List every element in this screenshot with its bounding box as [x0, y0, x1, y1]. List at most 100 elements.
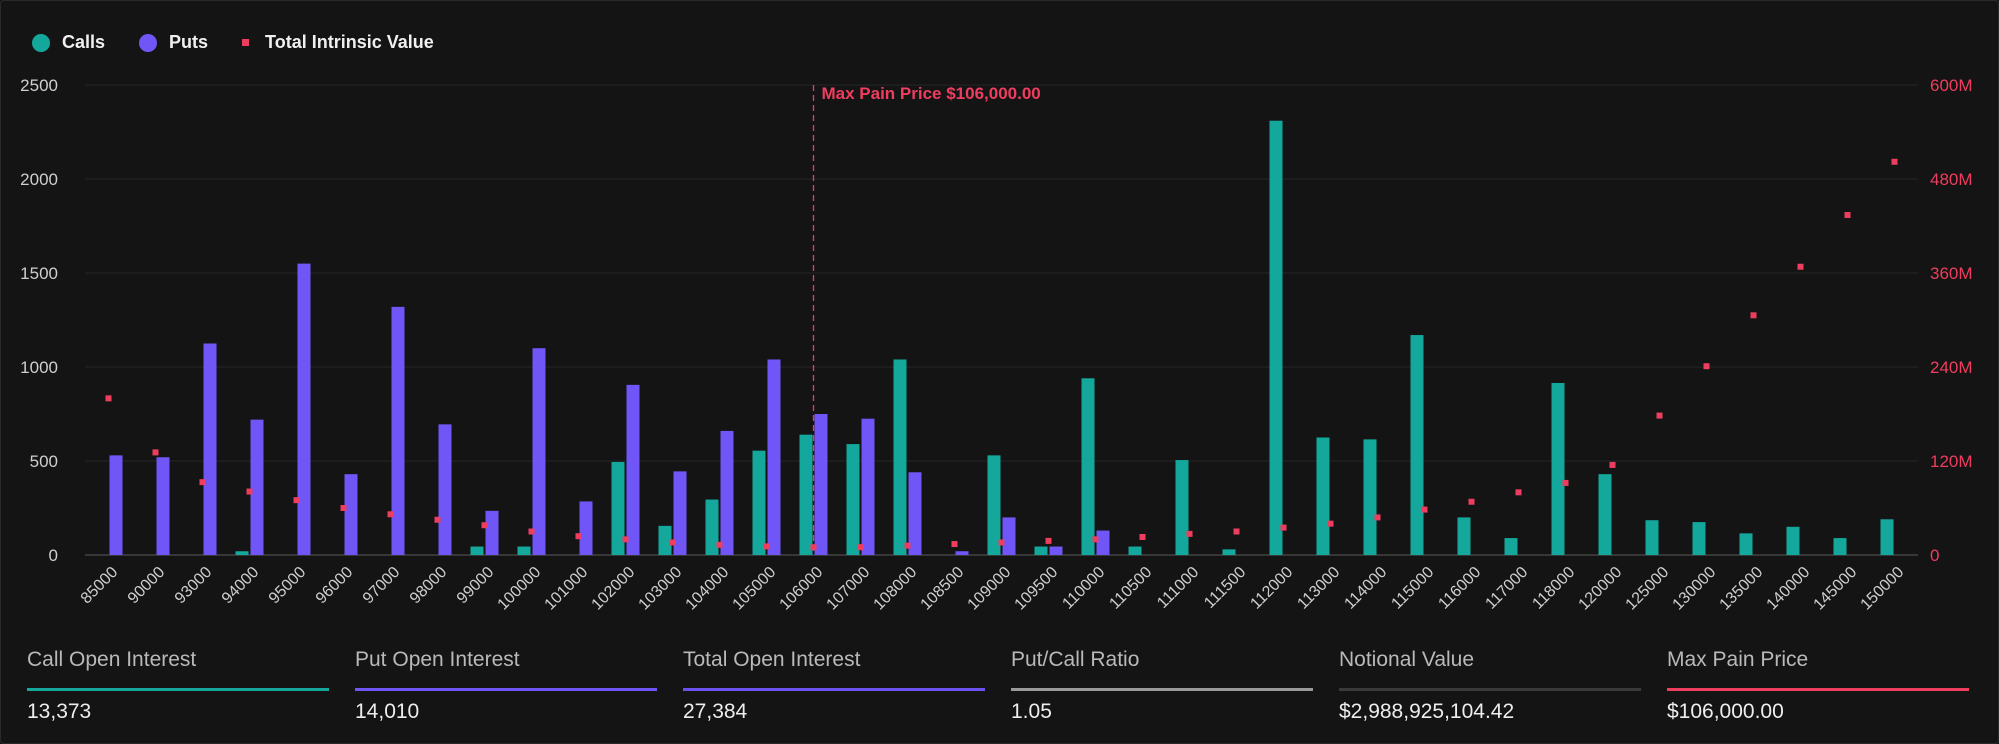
x-tick-label: 104000 — [683, 564, 733, 614]
stat-label: Notional Value — [1339, 648, 1475, 671]
intrinsic-point-101000 — [575, 533, 582, 540]
x-tick-label: 145000 — [1811, 564, 1861, 614]
intrinsic-point-100000 — [528, 528, 535, 535]
x-tick-label: 117000 — [1482, 564, 1531, 613]
x-tick-label: 105000 — [730, 564, 780, 614]
bar-puts-107000 — [861, 418, 875, 555]
bar-calls-113000 — [1316, 437, 1330, 555]
intrinsic-swatch-icon — [242, 39, 250, 46]
intrinsic-point-125000 — [1656, 412, 1663, 419]
intrinsic-point-111500 — [1233, 528, 1240, 535]
x-tick-label: 140000 — [1764, 564, 1814, 614]
stat-label: Total Open Interest — [683, 648, 861, 671]
intrinsic-point-85000 — [105, 395, 112, 402]
intrinsic-point-114000 — [1374, 514, 1381, 521]
bar-calls-100000 — [517, 546, 531, 555]
stat-label: Put Open Interest — [355, 648, 520, 671]
bar-puts-110000 — [1096, 530, 1110, 555]
stat-card: Notional Value $2,988,925,104.42 — [1339, 648, 1641, 723]
legend-label-intrinsic: Total Intrinsic Value — [265, 32, 434, 52]
intrinsic-point-140000 — [1797, 263, 1804, 270]
intrinsic-point-145000 — [1844, 212, 1851, 219]
stat-card: Max Pain Price $106,000.00 — [1667, 648, 1969, 723]
x-tick-label: 150000 — [1858, 564, 1908, 614]
intrinsic-point-90000 — [152, 449, 159, 456]
bar-puts-103000 — [673, 471, 687, 555]
stat-value: 14,010 — [355, 700, 420, 723]
x-tick-label: 130000 — [1670, 564, 1720, 614]
bar-calls-140000 — [1786, 526, 1800, 555]
bar-puts-109500 — [1049, 546, 1063, 555]
bar-puts-109000 — [1002, 517, 1016, 555]
legend-item-calls[interactable]: Calls — [32, 32, 105, 53]
x-tick-label: 107000 — [824, 564, 874, 614]
bar-calls-99000 — [470, 546, 484, 555]
bar-puts-99000 — [485, 510, 499, 555]
y-left-tick-label: 0 — [49, 546, 58, 565]
x-tick-label: 109500 — [1012, 564, 1062, 614]
bar-calls-103000 — [658, 525, 672, 555]
legend-label-puts: Puts — [169, 32, 209, 52]
legend-item-intrinsic[interactable]: Total Intrinsic Value — [242, 32, 434, 53]
intrinsic-point-99000 — [481, 522, 488, 529]
x-tick-label: 100000 — [495, 564, 545, 614]
intrinsic-point-108000 — [904, 542, 911, 549]
intrinsic-point-107000 — [857, 544, 864, 551]
y-right-tick-label: 480M — [1930, 170, 1973, 189]
bar-calls-150000 — [1880, 519, 1894, 555]
intrinsic-point-110500 — [1139, 533, 1146, 540]
puts-swatch-icon — [139, 33, 158, 52]
x-tick-label: 108500 — [918, 564, 968, 614]
bar-puts-93000 — [203, 343, 217, 555]
bar-puts-108000 — [908, 472, 922, 555]
bar-puts-96000 — [344, 474, 358, 555]
chart-legend: Calls Puts Total Intrinsic Value — [32, 32, 468, 53]
stat-underline — [1011, 688, 1313, 691]
stat-card: Put/Call Ratio 1.05 — [1011, 648, 1313, 723]
intrinsic-point-110000 — [1092, 536, 1099, 543]
bar-puts-97000 — [391, 306, 405, 555]
stat-value: $2,988,925,104.42 — [1339, 700, 1515, 723]
stat-underline — [1667, 688, 1969, 691]
stat-underline — [683, 688, 985, 691]
calls-swatch-icon — [32, 33, 50, 52]
intrinsic-point-113000 — [1327, 520, 1334, 527]
intrinsic-point-105000 — [763, 543, 770, 550]
intrinsic-point-108500 — [951, 541, 958, 548]
x-tick-label: 108000 — [871, 564, 921, 614]
x-tick-label: 103000 — [636, 564, 686, 614]
stat-label: Put/Call Ratio — [1011, 648, 1140, 671]
bar-puts-95000 — [297, 263, 311, 555]
intrinsic-point-117000 — [1515, 489, 1522, 496]
x-tick-label: 125000 — [1623, 564, 1673, 614]
y-right-tick-label: 360M — [1930, 264, 1973, 283]
stat-value: 27,384 — [683, 700, 748, 723]
bar-calls-107000 — [846, 444, 860, 555]
bar-puts-85000 — [109, 455, 123, 555]
stat-card: Put Open Interest 14,010 — [355, 648, 657, 723]
y-right-tick-label: 120M — [1930, 452, 1973, 471]
x-tick-label: 101000 — [542, 564, 592, 614]
x-tick-label: 94000 — [219, 564, 263, 608]
y-right-tick-label: 240M — [1930, 358, 1973, 377]
intrinsic-point-97000 — [387, 511, 394, 518]
intrinsic-point-98000 — [434, 516, 441, 523]
y-right-tick-label: 0 — [1930, 546, 1939, 565]
bar-calls-110000 — [1081, 378, 1095, 555]
x-tick-label: 110500 — [1106, 564, 1155, 613]
y-left-tick-label: 2000 — [20, 170, 58, 189]
x-tick-label: 115000 — [1388, 564, 1437, 613]
y-left-tick-label: 1500 — [20, 264, 58, 283]
x-tick-label: 99000 — [454, 564, 498, 608]
legend-item-puts[interactable]: Puts — [139, 32, 208, 53]
bar-calls-108000 — [893, 359, 907, 555]
x-tick-label: 85000 — [78, 564, 122, 608]
x-tick-label: 106000 — [777, 564, 827, 614]
x-tick-label: 110000 — [1059, 564, 1108, 613]
bar-puts-98000 — [438, 424, 452, 555]
x-tick-label: 111000 — [1154, 564, 1202, 612]
x-tick-label: 135000 — [1717, 564, 1767, 614]
x-tick-label: 98000 — [407, 564, 451, 608]
x-tick-label: 93000 — [172, 564, 216, 608]
bar-puts-90000 — [156, 457, 170, 555]
